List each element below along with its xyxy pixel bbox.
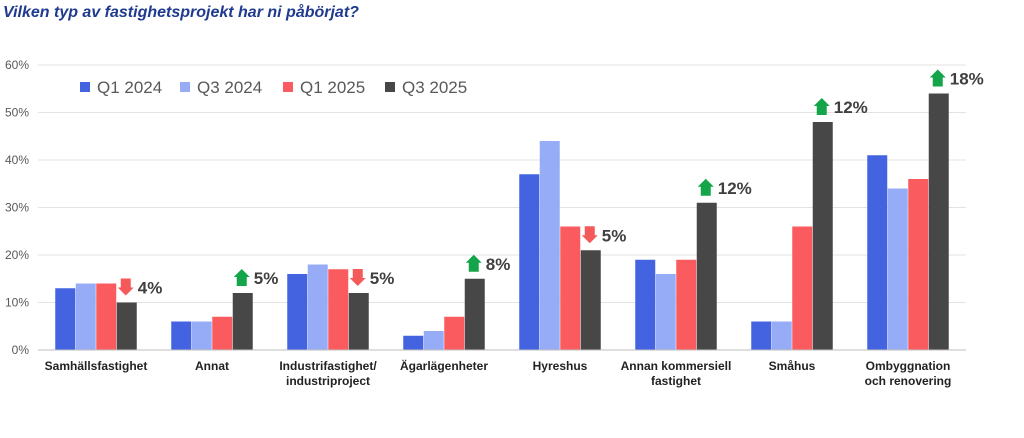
bar [812,122,833,350]
bar [928,93,949,350]
y-tick-label: 40% [5,153,29,167]
legend-swatch [80,82,90,92]
arrow-up-icon [697,178,714,196]
y-tick-label: 10% [5,296,29,310]
legend-swatch [180,82,190,92]
y-tick-label: 20% [5,248,29,262]
bar [560,226,581,350]
x-tick-label: fastighet [651,374,701,388]
arrow-up-icon [929,69,946,87]
x-tick-label: Hyreshus [533,359,588,373]
change-label: 5% [254,269,279,288]
legend-label: Q3 2024 [197,78,262,97]
bar [287,274,308,350]
bar [887,188,908,350]
change-label: 12% [718,179,752,198]
bar [307,264,328,350]
bar [539,141,560,350]
arrow-down-icon [349,269,366,286]
bar [580,250,601,350]
x-tick-label: Ombyggnation [866,359,951,373]
bar [212,316,233,350]
legend-label: Q1 2025 [300,78,365,97]
y-tick-label: 0% [12,343,30,357]
bar [348,293,369,350]
bars [55,93,949,350]
bar [867,155,888,350]
x-tick-label: industriproject [286,374,370,388]
arrow-up-icon [233,269,250,286]
arrow-up-icon [813,98,830,115]
bar [635,259,656,350]
bar [328,269,349,350]
arrow-down-icon [117,278,134,296]
x-tick-label: Småhus [769,359,816,373]
bar [908,179,929,350]
legend-label: Q3 2025 [402,78,467,97]
bar [519,174,540,350]
bar [116,302,137,350]
arrow-up-icon [465,254,482,272]
legend-swatch [283,82,293,92]
bar [191,321,212,350]
legend-swatch [385,82,395,92]
bar [96,283,117,350]
bar [655,274,676,350]
x-tick-label: Samhällsfastighet [45,359,148,373]
bar [55,288,76,350]
bar [792,226,813,350]
y-tick-label: 50% [5,106,29,120]
y-tick-label: 60% [5,58,29,72]
change-label: 12% [834,98,868,117]
bar [403,335,424,350]
bar [751,321,772,350]
change-annotations: 4% 5% 5% 8% 5% 12% 12% 18% [117,69,984,298]
legend-label: Q1 2024 [97,78,162,97]
bar [444,316,465,350]
bar [676,259,697,350]
chart-title: Vilken typ av fastighetsprojekt har ni p… [3,4,359,21]
change-label: 5% [602,226,627,245]
axes: 0% 10% 20% 30% 40% 50% 60% Samhällsfastighet Ann… [5,58,966,388]
legend: Q1 2024 Q3 2024 Q1 2025 Q3 2025 [80,78,467,97]
x-tick-label: Industrifastighet/ [279,359,377,373]
bar [171,321,192,350]
x-tick-label: Ägarlägenheter [400,358,488,373]
change-label: 4% [138,279,163,298]
change-label: 18% [950,70,984,89]
x-tick-label: Annan kommersiell [621,359,732,373]
bar [232,293,253,350]
x-tick-label: och renovering [865,374,952,388]
y-tick-label: 30% [5,201,29,215]
bar [423,331,444,350]
bar [75,283,96,350]
change-label: 8% [486,255,511,274]
bar [771,321,792,350]
arrow-down-icon [581,226,598,244]
bar [464,278,485,350]
x-tick-label: Annat [195,359,229,373]
bar [696,202,717,350]
change-label: 5% [370,269,395,288]
